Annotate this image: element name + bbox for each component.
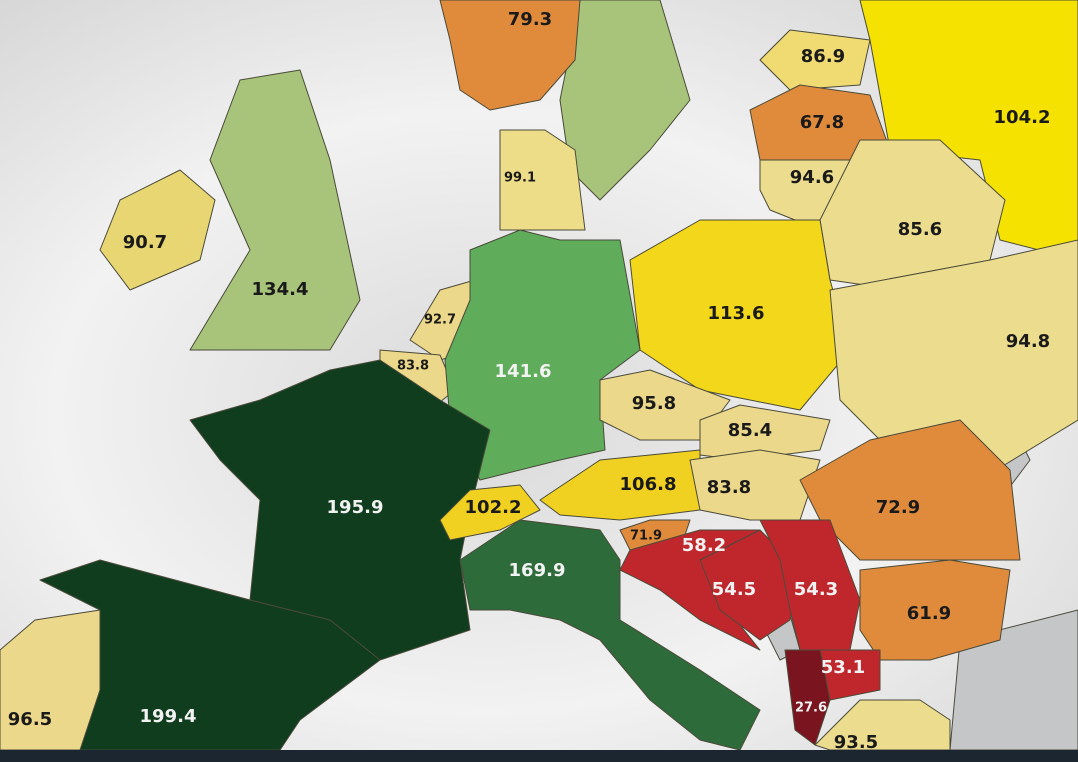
region-value: 92.7 — [424, 313, 456, 328]
region-value: 86.9 — [801, 46, 845, 67]
region-no-label — [559, 0, 691, 201]
region — [439, 484, 541, 541]
region — [444, 229, 641, 481]
region — [189, 69, 361, 351]
region — [759, 29, 871, 91]
region-value: 102.2 — [465, 497, 522, 518]
region-value: 83.8 — [397, 359, 429, 374]
region-value: 54.3 — [794, 579, 838, 600]
region-value: 61.9 — [907, 603, 951, 624]
region-value: 72.9 — [876, 497, 920, 518]
region-value: 199.4 — [140, 706, 197, 727]
region-value: 67.8 — [800, 112, 844, 133]
region-value: 58.2 — [682, 535, 726, 556]
region-value: 85.4 — [728, 420, 772, 441]
region — [859, 559, 1011, 661]
region-value: 99.1 — [504, 171, 536, 186]
region-value: 93.5 — [834, 732, 878, 753]
region — [99, 169, 216, 291]
region-value: 141.6 — [495, 361, 552, 382]
region-value: 94.8 — [1006, 331, 1050, 352]
region-value: 134.4 — [252, 279, 309, 300]
region — [699, 529, 801, 641]
region-value: 27.6 — [795, 701, 827, 716]
region-value: 106.8 — [620, 474, 677, 495]
region-value: 90.7 — [123, 232, 167, 253]
bottom-bar — [0, 750, 1078, 762]
region-value: 85.6 — [898, 219, 942, 240]
region-value: 71.9 — [630, 529, 662, 544]
region — [39, 559, 381, 751]
region-value: 96.5 — [8, 709, 52, 730]
region — [439, 0, 581, 111]
region-value: 79.3 — [508, 9, 552, 30]
region-value: 53.1 — [821, 657, 865, 678]
region-value: 94.6 — [790, 167, 834, 188]
region-value: 169.9 — [509, 560, 566, 581]
region-value: 195.9 — [327, 497, 384, 518]
region — [819, 139, 1006, 291]
region — [499, 129, 586, 231]
region-value: 104.2 — [994, 107, 1051, 128]
labels: 79.3 86.9 104.2 67.8 94.6 99.1 90.7 85.6 134.4 11… — [8, 9, 1051, 753]
region-value: 83.8 — [707, 477, 751, 498]
region — [829, 239, 1078, 481]
region-value: 113.6 — [708, 303, 765, 324]
region-value: 95.8 — [632, 393, 676, 414]
region-value: 54.5 — [712, 579, 756, 600]
